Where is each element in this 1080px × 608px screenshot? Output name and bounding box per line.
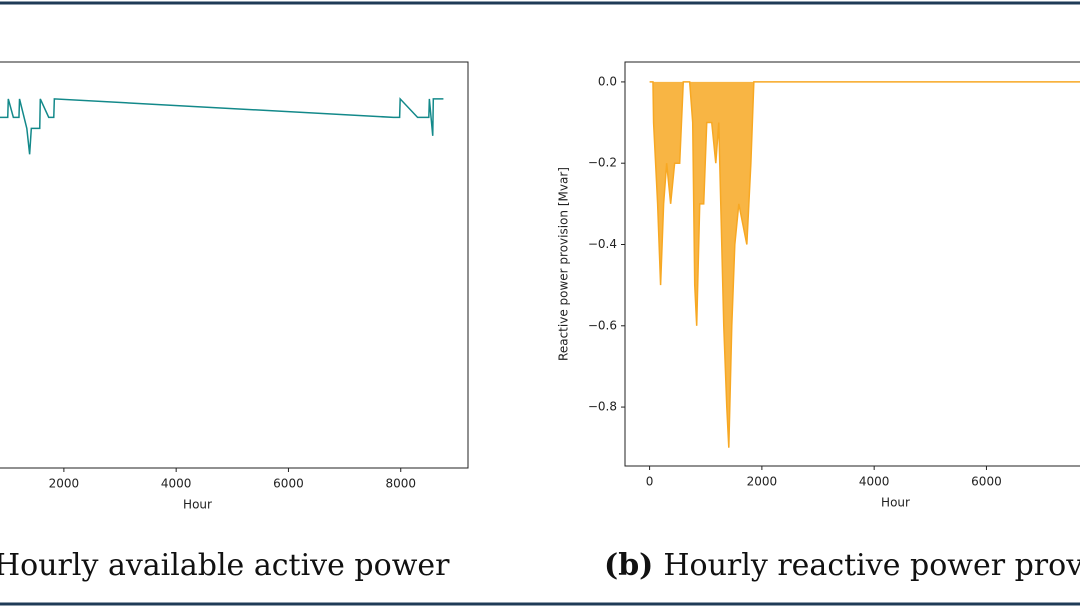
y-tick-label: 0.0 [598,74,617,88]
x-tick-label: 0 [646,475,654,489]
x-axis-label: Hour [183,498,212,512]
x-axis-label: Hour [881,496,910,510]
x-tick-label: 2000 [747,475,778,489]
x-tick-label: 4000 [161,477,192,491]
caption-label: (b) [604,548,653,583]
x-tick-label: 6000 [971,475,1002,489]
y-tick-label: −0.6 [588,318,617,332]
caption-b: (b) Hourly reactive power provision [604,548,1080,583]
y-axis-label: Reactive power provision [Mvar] [557,167,571,361]
x-tick-label: 6000 [273,477,304,491]
x-tick-label: 8000 [385,477,416,491]
y-tick-label: −0.8 [588,400,617,414]
plot-frame [0,61,469,469]
y-tick-label: −0.2 [588,156,617,170]
line [649,81,1080,448]
plot-frame [624,61,1080,467]
x-tick-label: 4000 [859,475,890,489]
caption-a: Hourly available active power [0,548,450,583]
line [0,97,444,155]
caption-text: Hourly reactive power provision [663,548,1080,583]
y-tick-label: −0.4 [588,237,617,251]
x-tick-label: 2000 [49,477,80,491]
